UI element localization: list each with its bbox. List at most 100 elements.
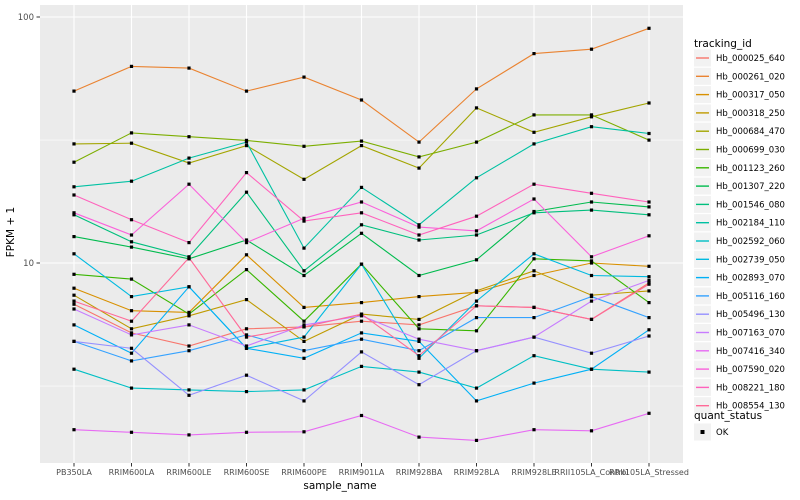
data-point-marker (244, 390, 249, 394)
data-point-marker (417, 140, 421, 144)
data-point-marker (187, 182, 191, 186)
legend-label: Hb_002893_070 (716, 274, 785, 284)
data-point-marker (72, 213, 76, 217)
legend-entries-layer: Hb_000025_640 Hb_000261_020 Hb_000317_050 H… (694, 49, 785, 441)
data-point-marker (244, 268, 249, 272)
data-point-marker (532, 113, 536, 117)
legend-label: Hb_000684_470 (716, 127, 785, 137)
data-point-marker (187, 433, 191, 437)
data-point-marker (187, 285, 191, 289)
legend-label: Hb_001123_260 (716, 164, 785, 174)
data-point-marker (129, 351, 134, 355)
data-point-marker (532, 252, 536, 256)
data-point-marker (302, 399, 306, 403)
data-point-marker (589, 115, 594, 119)
data-point-marker (417, 383, 421, 387)
data-point-marker (474, 349, 479, 353)
data-point-marker (532, 130, 536, 134)
data-point-marker (187, 312, 191, 316)
data-point-marker (474, 399, 479, 403)
data-point-marker (302, 219, 306, 223)
data-point-marker (187, 344, 191, 348)
data-point-marker (474, 176, 479, 180)
data-point-marker (244, 344, 249, 348)
legend-title-quant-status: quant_status (694, 410, 762, 422)
data-point-marker (474, 316, 479, 320)
data-point-marker (647, 301, 651, 305)
data-point-marker (647, 26, 651, 30)
data-point-marker (359, 314, 364, 318)
data-point-marker (244, 144, 249, 148)
data-point-marker (72, 428, 76, 432)
data-point-marker (474, 304, 479, 308)
data-point-marker (244, 138, 249, 142)
data-point-marker (647, 101, 651, 105)
x-tick-label: RRIM928LE (511, 468, 556, 477)
data-point-marker (302, 216, 306, 220)
data-point-marker (589, 273, 594, 278)
data-point-marker (187, 156, 191, 160)
x-tick-label: RRIM928LA (454, 468, 500, 477)
data-point-marker (359, 223, 364, 227)
data-point-marker (359, 139, 364, 143)
data-point-marker (244, 241, 249, 245)
data-point-marker (589, 299, 594, 303)
data-point-marker (129, 131, 134, 135)
data-point-marker (589, 47, 594, 51)
data-point-marker (302, 269, 306, 273)
data-point-marker (302, 305, 306, 309)
legend-label: Hb_000261_020 (716, 72, 785, 82)
data-point-marker (129, 179, 134, 183)
data-point-marker (647, 316, 651, 320)
data-point-marker (589, 261, 594, 265)
data-point-marker (129, 240, 134, 244)
y-axis-title: FPKM + 1 (5, 207, 17, 257)
data-point-marker (72, 160, 76, 164)
data-point-marker (129, 331, 134, 335)
legend-label: Hb_000318_250 (716, 109, 785, 119)
data-point-marker (244, 346, 249, 350)
data-point-marker (647, 370, 651, 374)
data-point-marker (532, 354, 536, 358)
data-point-marker (129, 333, 134, 337)
data-point-marker (532, 381, 536, 385)
data-point-marker (244, 298, 249, 302)
data-point-marker (417, 155, 421, 159)
data-point-marker (244, 171, 249, 175)
data-point-marker (302, 323, 306, 327)
data-point-marker (72, 235, 76, 239)
data-point-marker (589, 125, 594, 129)
data-point-marker (589, 351, 594, 355)
data-point-marker (72, 323, 76, 327)
data-point-marker (474, 386, 479, 390)
x-tick-label: RRII105LA_Control (554, 468, 628, 477)
data-point-marker (589, 200, 594, 204)
data-point-marker (302, 349, 306, 353)
legend-label: Hb_007163_070 (716, 329, 785, 339)
x-tick-label: RRIM600LE (166, 468, 211, 477)
legend-label: Hb_005496_130 (716, 310, 785, 320)
data-point-marker (129, 233, 134, 237)
data-point-marker (302, 144, 306, 148)
data-point-marker (647, 200, 651, 204)
x-tick-label: RRIM600PE (281, 468, 327, 477)
data-point-marker (417, 435, 421, 439)
data-point-marker (417, 339, 421, 343)
data-point-marker (474, 289, 479, 293)
data-point-marker (647, 289, 651, 293)
data-point-marker (647, 328, 651, 332)
data-point-marker (589, 113, 594, 117)
data-point-marker (417, 356, 421, 360)
data-point-marker (532, 257, 536, 261)
data-point-marker (244, 140, 249, 144)
data-point-marker (359, 301, 364, 305)
data-point-marker (647, 205, 651, 209)
legend-label: Hb_000317_050 (716, 91, 785, 101)
data-point-marker (359, 262, 364, 266)
x-tick-label: RRIM901LA (339, 468, 385, 477)
data-point-marker (647, 234, 651, 238)
data-point-marker (417, 354, 421, 358)
data-point-marker (72, 299, 76, 303)
legend-label: Hb_002739_050 (716, 255, 785, 265)
